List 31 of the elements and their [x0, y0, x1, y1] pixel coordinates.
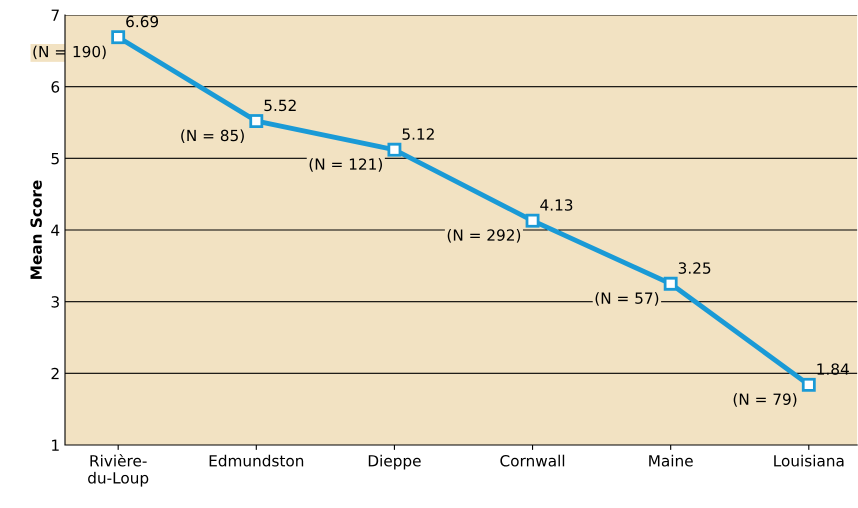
data-label: 5.12 [402, 128, 434, 140]
data-label: 6.69 [126, 16, 158, 28]
annotation: (N = 121) [310, 158, 382, 172]
y-tick-label: 5 [52, 153, 59, 164]
y-tick-label: 7 [52, 10, 59, 21]
point [249, 114, 264, 128]
point [802, 378, 816, 392]
annotation: (N = 79) [734, 393, 796, 407]
y-tick-label: 2 [52, 368, 59, 380]
data-label: 3.25 [678, 262, 710, 274]
point [111, 30, 126, 44]
x-tick-label: Dieppe [368, 454, 421, 470]
y-tick-label: 4 [51, 224, 60, 236]
x-tick-label: Maine [649, 454, 693, 467]
annotation: (N = 57) [596, 292, 658, 306]
annotation: (N = 292) [448, 229, 520, 243]
y-tick-label: 3 [52, 296, 59, 308]
x-tick-label: Louisiana [774, 454, 844, 467]
point [664, 276, 678, 291]
x-tick-label: Edmundston [210, 454, 304, 467]
x-tick-label: Cornwall [500, 454, 564, 467]
annotation: (N = 85) [181, 129, 244, 144]
data-label: 1.84 [817, 363, 849, 375]
x-tick-label: Rivière- du-Loup [88, 454, 148, 487]
point [526, 214, 540, 228]
y-axis-title: Mean Score [30, 180, 42, 279]
y-tick-label: 1 [52, 440, 59, 451]
y-tick-label: 6 [51, 81, 60, 93]
data-label: 4.13 [540, 199, 572, 211]
point [387, 142, 402, 157]
data-label: 5.52 [264, 100, 296, 112]
